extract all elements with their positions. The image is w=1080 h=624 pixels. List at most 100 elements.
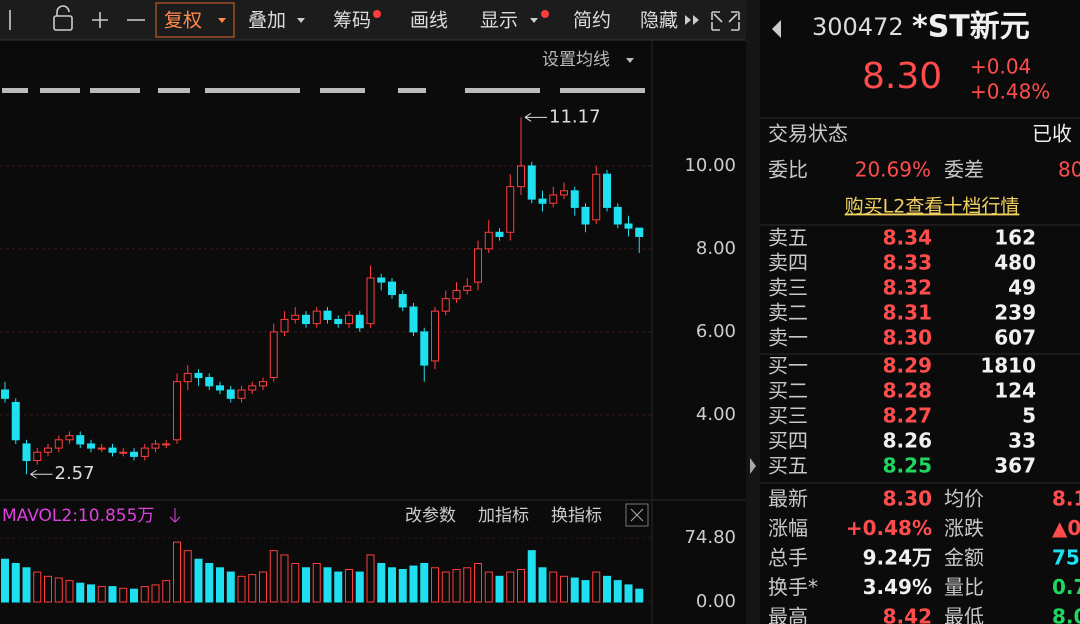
candle-body (162, 443, 171, 446)
close-x (630, 508, 644, 522)
candle-body (334, 318, 343, 325)
volume-bar (44, 575, 52, 603)
book-volume: 5 (1022, 404, 1036, 428)
toolbar-button[interactable]: 简约 (573, 10, 611, 32)
book-price: 8.30 (883, 326, 932, 350)
volume-bar (259, 571, 267, 603)
indicator-button[interactable]: 改参数 (405, 506, 456, 526)
stat-value: 0.7 (1052, 575, 1080, 599)
candle-body (97, 447, 106, 450)
toolbar-button[interactable]: 隐藏 (640, 10, 678, 32)
volume-bar (1, 558, 9, 603)
last-price: 8.30 (862, 56, 942, 97)
volume-bar (162, 580, 171, 603)
candle-body (517, 165, 525, 188)
book-price: 8.25 (883, 454, 932, 478)
stat-value: +0.48% (846, 516, 932, 540)
book-level: 买三 (768, 404, 808, 428)
quote-lines (760, 117, 1080, 484)
lock-icon[interactable] (53, 15, 73, 31)
candle-body (635, 227, 644, 237)
volume-bar (205, 562, 214, 603)
toolbar-button[interactable]: 叠加 (248, 10, 286, 32)
volume-bar (613, 580, 622, 603)
volume-bar (280, 554, 289, 603)
candle-body (377, 277, 386, 283)
indicator-button[interactable]: 加指标 (478, 506, 529, 526)
book-level: 买四 (768, 429, 808, 453)
candle-body (441, 298, 450, 312)
volume-bar (506, 571, 515, 603)
volume-bar (431, 567, 439, 603)
stat-label: 量比 (944, 575, 984, 599)
volume-bar (398, 568, 407, 603)
volume-bar (291, 562, 300, 603)
candle-body (11, 401, 20, 441)
book-volume: 480 (994, 251, 1036, 275)
expand-caret (685, 15, 699, 25)
diff-label: 委差 (944, 158, 984, 182)
candle-body (538, 198, 547, 204)
volume-bar (635, 588, 644, 603)
book-price: 8.33 (883, 251, 932, 275)
ma-caret (626, 58, 634, 63)
candle-body (409, 306, 418, 333)
notify-dot (373, 10, 381, 18)
stat-label: 总手 (768, 546, 808, 570)
book-level: 卖一 (768, 326, 808, 350)
stat-label: 涨跌 (944, 516, 984, 540)
book-volume: 33 (1008, 429, 1036, 453)
volume-bar (269, 550, 278, 603)
dropdown-caret (297, 18, 305, 23)
collapse-arrow[interactable] (750, 458, 756, 474)
volume-bar (237, 575, 246, 603)
volume-bar (323, 567, 332, 603)
stat-label: 最新 (768, 487, 808, 511)
book-volume: 239 (994, 301, 1036, 325)
volume-bar (388, 567, 396, 603)
candle-body (248, 385, 257, 391)
candle-body (463, 285, 472, 291)
candle-body (452, 289, 461, 300)
ma-settings[interactable]: 设置均线 (542, 50, 610, 70)
volume-bar (312, 562, 321, 603)
toolbar-icons (9, 5, 740, 31)
candle-body (216, 385, 224, 391)
close-panel[interactable] (625, 503, 649, 527)
indicator-button[interactable]: 换指标 (551, 506, 602, 526)
status-value: 已收 (1032, 122, 1072, 146)
candle-body (183, 372, 192, 383)
back-arrow[interactable] (772, 20, 781, 38)
y-tick-label: 4.00 (696, 404, 736, 425)
candle-body (474, 248, 482, 283)
book-level: 买五 (768, 454, 808, 478)
volume-bar (355, 571, 364, 603)
stars-row (2, 88, 645, 93)
toolbar-button[interactable]: 画线 (410, 10, 448, 32)
candle-body (355, 314, 364, 329)
book-level: 卖五 (768, 226, 808, 250)
volume-bar (592, 571, 601, 603)
toolbar-button[interactable]: 复权 (164, 10, 202, 32)
l2-link[interactable]: 购买L2查看十档行情 (845, 196, 1020, 218)
volume-bar (216, 567, 224, 603)
volume-bar (570, 577, 579, 603)
volume-bar (463, 567, 472, 603)
annotation-arrow (524, 112, 547, 122)
candle-body (624, 223, 633, 229)
book-price: 8.26 (883, 429, 932, 453)
candle-body (108, 447, 117, 453)
toolbar-button[interactable]: 显示 (480, 10, 518, 32)
lock-shackle (56, 5, 70, 16)
dropdown-caret (218, 18, 226, 23)
candle-body (388, 281, 396, 296)
fullscreen-icon[interactable] (711, 11, 740, 31)
volume-bar (581, 580, 590, 603)
candle-body (581, 206, 590, 225)
diff-value: 80 (1058, 158, 1080, 182)
candle-body (259, 381, 267, 387)
zoom-in-icon[interactable] (92, 12, 108, 28)
toolbar-button[interactable]: 筹码 (333, 10, 371, 32)
